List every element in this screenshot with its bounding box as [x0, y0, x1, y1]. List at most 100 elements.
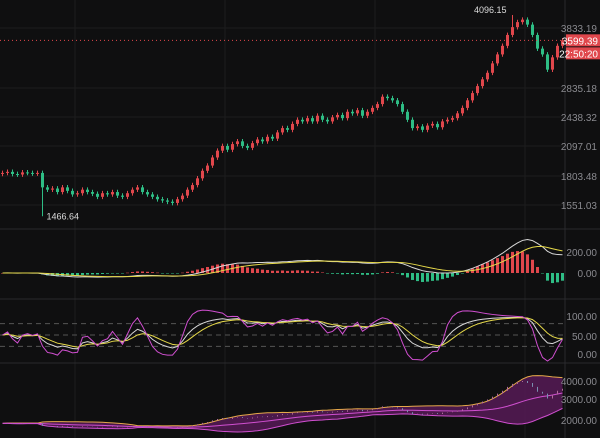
last-price-value: 3599.39 — [562, 36, 599, 47]
candle-body — [251, 143, 254, 148]
candle-body — [311, 118, 314, 122]
candle-body — [526, 19, 529, 25]
candle-body — [471, 93, 474, 101]
price-tick: 1803.48 — [561, 172, 598, 183]
macd-histogram-bar — [426, 273, 429, 282]
macd-histogram-bar — [1, 273, 4, 274]
candle-body — [166, 200, 169, 202]
candle-body — [406, 111, 409, 120]
candle-body — [531, 24, 534, 35]
macd-histogram-bar — [321, 272, 324, 273]
candle-body — [31, 172, 34, 174]
candle-body — [46, 187, 49, 190]
candle-body — [381, 96, 384, 105]
price-tick: 2097.01 — [561, 142, 598, 153]
candle-body — [116, 192, 119, 196]
candle-body — [411, 119, 414, 129]
macd-histogram-bar — [171, 273, 174, 274]
price-tick: 1551.03 — [561, 201, 598, 212]
candle-body — [366, 111, 369, 116]
candle-body — [521, 19, 524, 23]
macd-histogram-bar — [541, 273, 544, 274]
candle-body — [96, 193, 99, 197]
candle-body — [421, 126, 424, 130]
macd-histogram-bar — [236, 264, 239, 273]
macd-histogram-bar — [556, 273, 559, 283]
candle-body — [306, 118, 309, 122]
candle-body — [216, 150, 219, 158]
bollinger-band-fill — [2, 375, 563, 433]
macd-histogram-bar — [91, 273, 94, 275]
candle-body — [546, 54, 549, 70]
macd-histogram-bar — [256, 268, 259, 273]
macd-histogram-bar — [461, 273, 464, 274]
candle-body — [446, 119, 449, 122]
stoch-d-line — [2, 317, 563, 348]
stoch-tick: 100.00 — [566, 312, 597, 323]
macd-histogram-bar — [186, 271, 189, 273]
candle-body — [551, 57, 554, 70]
macd-histogram-bar — [161, 273, 164, 274]
candle-body — [241, 141, 244, 146]
bollinger-upper-line — [2, 375, 563, 427]
macd-histogram-bar — [76, 273, 79, 276]
candle-body — [141, 187, 144, 193]
macd-histogram-bar — [221, 263, 224, 273]
macd-histogram-bar — [516, 251, 519, 273]
macd-histogram-bar — [511, 251, 514, 273]
macd-histogram-bar — [176, 273, 179, 274]
candle-body — [501, 45, 504, 55]
macd-histogram-bar — [111, 273, 114, 274]
macd-histogram-bar — [301, 270, 304, 273]
macd-histogram-bar — [406, 273, 409, 278]
candle-body — [416, 126, 419, 129]
candle-body — [131, 189, 134, 194]
macd-histogram-bar — [441, 273, 444, 280]
macd-histogram-bar — [251, 268, 254, 273]
macd-tick: 200.00 — [566, 248, 597, 259]
macd-histogram-bar — [296, 270, 299, 273]
candle-body — [191, 185, 194, 190]
candle-body — [291, 123, 294, 130]
candle-body — [71, 190, 74, 195]
macd-histogram-bar — [536, 267, 539, 273]
macd-histogram-bar — [136, 271, 139, 273]
candle-body — [456, 113, 459, 119]
candle-body — [426, 125, 429, 130]
candle-body — [126, 193, 129, 197]
macd-histogram-bar — [146, 271, 149, 273]
macd-histogram-bar — [306, 270, 309, 273]
candle-body — [256, 139, 259, 144]
candle-body — [136, 187, 139, 190]
candle-body — [556, 45, 559, 58]
candle-body — [271, 136, 274, 139]
macd-histogram-bar — [181, 272, 184, 274]
high-label: 4096.15 — [474, 5, 507, 15]
candle-body — [91, 192, 94, 194]
candle-body — [106, 193, 109, 195]
macd-histogram-bar — [116, 273, 119, 274]
macd-histogram-bar — [341, 273, 344, 275]
macd-histogram-bar — [291, 270, 294, 273]
stoch-tick: 50.00 — [572, 332, 597, 343]
candle-body — [511, 27, 514, 35]
macd-histogram-bar — [396, 273, 399, 274]
candle-body — [1, 172, 4, 174]
macd-histogram-bar — [226, 264, 229, 273]
candle-body — [181, 195, 184, 200]
macd-histogram-bar — [496, 258, 499, 273]
candle-body — [6, 171, 9, 173]
candle-body — [56, 188, 59, 193]
candle-body — [326, 119, 329, 122]
macd-histogram-bar — [411, 273, 414, 280]
candle-body — [316, 115, 319, 122]
candle-body — [466, 100, 469, 108]
candle-body — [561, 40, 564, 46]
stoch-tick: 0.00 — [578, 350, 598, 361]
candle-body — [146, 192, 149, 195]
candle-body — [26, 172, 29, 174]
candle-body — [386, 96, 389, 99]
macd-histogram-bar — [196, 269, 199, 273]
